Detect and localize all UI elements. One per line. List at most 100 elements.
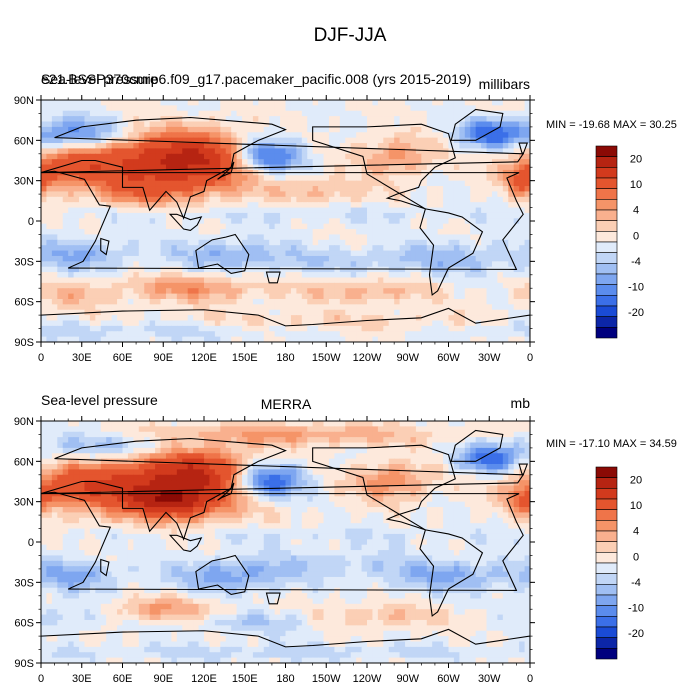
contour-cell: [242, 325, 249, 332]
contour-cell: [214, 331, 221, 338]
contour-cell: [394, 250, 401, 257]
contour-cell: [519, 159, 526, 166]
contour-cell: [68, 464, 75, 470]
contour-cell: [231, 110, 238, 117]
contour-cell: [236, 207, 243, 214]
contour-cell: [502, 336, 509, 342]
contour-cell: [79, 426, 86, 433]
contour-cell: [372, 255, 379, 262]
contour-cell: [421, 207, 428, 214]
contour-cell: [62, 336, 69, 342]
contour-cell: [481, 336, 488, 342]
contour-cell: [296, 288, 303, 295]
contour-cell: [187, 293, 194, 300]
contour-cell: [394, 234, 401, 241]
contour-cell: [481, 116, 488, 123]
contour-cell: [345, 105, 352, 112]
contour-cell: [160, 325, 167, 332]
contour-cell: [165, 105, 172, 112]
contour-cell: [171, 191, 178, 198]
contour-cell: [345, 137, 352, 144]
contour-cell: [453, 282, 460, 289]
contour-cell: [421, 453, 428, 460]
contour-cell: [339, 143, 346, 149]
contour-cell: [231, 272, 238, 279]
contour-cell: [415, 250, 422, 257]
contour-cell: [214, 320, 221, 327]
contour-cell: [117, 304, 124, 311]
contour-cell: [165, 180, 172, 187]
contour-cell: [117, 309, 124, 316]
contour-cell: [46, 325, 53, 332]
contour-cell: [448, 202, 455, 209]
contour-cell: [220, 121, 227, 128]
contour-cell: [421, 202, 428, 209]
contour-cell: [388, 207, 395, 214]
contour-cell: [497, 288, 504, 295]
contour-cell: [432, 250, 439, 257]
contour-cell: [475, 453, 482, 460]
contour-cell: [214, 100, 221, 106]
contour-cell: [149, 447, 156, 454]
contour-cell: [356, 245, 363, 252]
contour-cell: [372, 164, 379, 171]
contour-cell: [95, 437, 102, 444]
contour-cell: [285, 261, 292, 268]
contour-cell: [443, 245, 450, 252]
contour-cell: [57, 212, 64, 219]
contour-cell: [204, 223, 211, 230]
contour-cell: [372, 426, 379, 433]
contour-cell: [46, 298, 53, 305]
contour-cell: [307, 325, 314, 332]
contour-cell: [263, 431, 270, 438]
contour-cell: [491, 239, 498, 246]
contour-cell: [236, 320, 243, 327]
contour-cell: [508, 137, 515, 144]
contour-cell: [274, 207, 281, 214]
contour-cell: [269, 255, 276, 262]
contour-cell: [334, 309, 341, 316]
contour-cell: [73, 437, 80, 444]
contour-cell: [280, 175, 287, 182]
contour-cell: [225, 421, 232, 427]
contour-cell: [209, 309, 216, 316]
contour-cell: [432, 191, 439, 198]
contour-cell: [193, 207, 200, 214]
contour-cell: [367, 218, 374, 225]
contour-cell: [138, 239, 145, 246]
contour-cell: [165, 143, 172, 149]
contour-cell: [464, 442, 471, 449]
contour-cell: [258, 137, 265, 144]
contour-cell: [79, 245, 86, 252]
contour-cell: [127, 431, 134, 438]
contour-cell: [187, 212, 194, 219]
contour-cell: [89, 277, 96, 284]
contour-cell: [225, 148, 232, 155]
contour-cell: [394, 121, 401, 128]
contour-cell: [198, 282, 205, 289]
contour-cell: [187, 426, 194, 433]
contour-cell: [41, 105, 48, 112]
contour-cell: [193, 309, 200, 316]
contour-cell: [133, 272, 140, 279]
contour-cell: [524, 277, 530, 284]
contour-cell: [497, 245, 504, 252]
contour-cell: [176, 315, 183, 322]
contour-cell: [405, 266, 412, 273]
y-tick-label: 60N: [14, 135, 34, 147]
contour-cell: [84, 116, 91, 123]
contour-cell: [160, 304, 167, 311]
contour-cell: [301, 261, 308, 268]
contour-cell: [432, 132, 439, 139]
contour-cell: [453, 431, 460, 438]
contour-cell: [323, 132, 330, 139]
contour-cell: [204, 250, 211, 257]
contour-cell: [383, 100, 390, 106]
contour-cell: [214, 223, 221, 230]
contour-cell: [290, 159, 297, 166]
contour-cell: [155, 202, 162, 209]
contour-cell: [453, 277, 460, 284]
contour-cell: [318, 229, 325, 236]
contour-cell: [280, 250, 287, 257]
contour-cell: [334, 272, 341, 279]
